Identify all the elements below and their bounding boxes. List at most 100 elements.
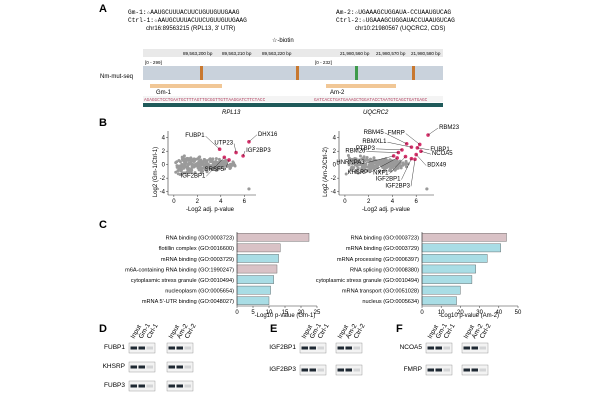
panel-a-letter: A — [99, 3, 107, 15]
band — [443, 368, 450, 372]
label-leader — [375, 148, 402, 151]
go-bar — [236, 264, 278, 274]
background-point — [205, 170, 209, 174]
point-label: RBM45 — [364, 130, 385, 136]
band — [463, 346, 470, 350]
am2-track: 21,980,560 bp 21,980,570 bp 21,980,580 b… — [313, 49, 443, 116]
gm1-genomic-seq: AGAGGCTCCTGAATGCTTTAGTTGCGGTTGTTAAGGATCT… — [144, 98, 266, 103]
band — [146, 346, 153, 350]
gm1-gene-bar — [143, 103, 317, 107]
gm1-signal-mark-2 — [296, 66, 299, 80]
blot-row-label: IGF2BP1 — [269, 344, 296, 351]
point-label: IGF2BP1 — [376, 177, 401, 183]
background-point — [192, 160, 196, 164]
go-term-label: nucleus (GO:0005634) — [362, 299, 419, 305]
label-leader — [401, 158, 412, 180]
point-label: PTBP3 — [356, 146, 376, 152]
background-point — [380, 164, 384, 168]
band — [138, 346, 145, 350]
background-point — [189, 161, 193, 165]
go-gm1-xlabel: -Log10 p-value (Gm-1) — [255, 313, 316, 319]
label-leader — [427, 127, 439, 136]
x-tick-label: 15 — [282, 310, 289, 316]
x-tick-label: 2 — [367, 199, 371, 205]
scatter-am2-ylabel: Log2 (Am-2/Ctrl-2) — [323, 147, 329, 197]
background-point — [360, 170, 364, 174]
point-label: RBM26 — [345, 149, 366, 155]
point-label: RBMXL1 — [362, 139, 387, 145]
band — [130, 365, 137, 369]
blot-row-label: KHSRP — [103, 363, 125, 370]
background-point — [201, 169, 205, 173]
go-term-label: cytoplasmic stress granule (GO:0010494) — [131, 278, 234, 284]
background-point — [350, 162, 354, 166]
x-tick-label: 10 — [266, 310, 273, 316]
background-point — [205, 159, 209, 163]
go-term-label: RNA binding (GO:0003723) — [166, 236, 235, 242]
panel-f-letter: F — [396, 323, 403, 335]
band — [317, 368, 324, 372]
panel-b: B Log2 (Gm-1/Ctrl-1) -Log2 adj. p-value … — [99, 117, 460, 213]
panel-c: C -Log10 p-value (Gm-1) RNA binding (GO:… — [99, 219, 522, 319]
nm-mut-seq-label: Nm-mut-seq — [100, 74, 133, 80]
band — [337, 368, 344, 372]
go-bar — [421, 243, 501, 253]
band — [471, 346, 478, 350]
point-label: FMRP — [388, 130, 405, 136]
go-bar — [421, 285, 461, 295]
background-point — [382, 169, 386, 173]
panel-c-letter: C — [99, 219, 107, 231]
x-tick-label: 20 — [298, 310, 305, 316]
background-point — [360, 157, 364, 161]
background-point — [209, 160, 213, 164]
background-point — [175, 164, 179, 168]
background-point — [231, 160, 235, 164]
gm1-probe-bar — [150, 84, 222, 88]
background-point — [372, 156, 376, 160]
label-leader — [405, 133, 420, 145]
band — [138, 365, 145, 369]
background-point — [390, 162, 394, 166]
go-am2-xlabel: -Log10 p-value (Am-2) — [439, 313, 499, 319]
band — [301, 346, 308, 350]
band — [463, 368, 470, 372]
blot-row-label: FUBP3 — [104, 382, 125, 389]
am2-ruler-tick-3: 21,980,580 bp — [411, 51, 441, 56]
y-tick-label: -2 — [160, 176, 166, 182]
point-label: SRSF5 — [205, 167, 225, 173]
background-point — [186, 158, 190, 162]
x-tick-label: 4 — [391, 199, 395, 205]
band — [427, 346, 434, 350]
background-point — [365, 155, 369, 159]
x-tick-label: 0 — [235, 310, 239, 316]
x-tick-label: 0 — [172, 199, 176, 205]
band — [168, 365, 175, 369]
background-point — [179, 169, 183, 173]
am2-ruler-bar — [313, 49, 443, 57]
point-label: KHSRP — [348, 170, 369, 176]
x-tick-label: 40 — [495, 310, 502, 316]
am2-signal-mark — [355, 66, 358, 80]
go-bar — [236, 275, 274, 284]
background-point — [349, 168, 353, 172]
background-point — [217, 157, 221, 161]
label-leader — [389, 156, 406, 174]
background-point — [196, 157, 200, 161]
x-tick-label: 50 — [515, 310, 522, 316]
band — [168, 346, 175, 350]
point-label: UTP23 — [214, 141, 233, 147]
background-point — [177, 158, 181, 162]
biotin-legend: ☆-biotin — [272, 37, 294, 44]
point-label: NXF1 — [373, 171, 389, 177]
x-tick-label: 25 — [314, 310, 321, 316]
background-point — [193, 171, 197, 175]
background-point — [372, 164, 376, 168]
go-term-label: m6A-containing RNA binding (GO:1990247) — [125, 267, 234, 273]
gm1-range: [0 - 299] — [145, 60, 162, 65]
background-point — [176, 172, 180, 176]
blot-row-label: FUBP1 — [104, 344, 125, 351]
